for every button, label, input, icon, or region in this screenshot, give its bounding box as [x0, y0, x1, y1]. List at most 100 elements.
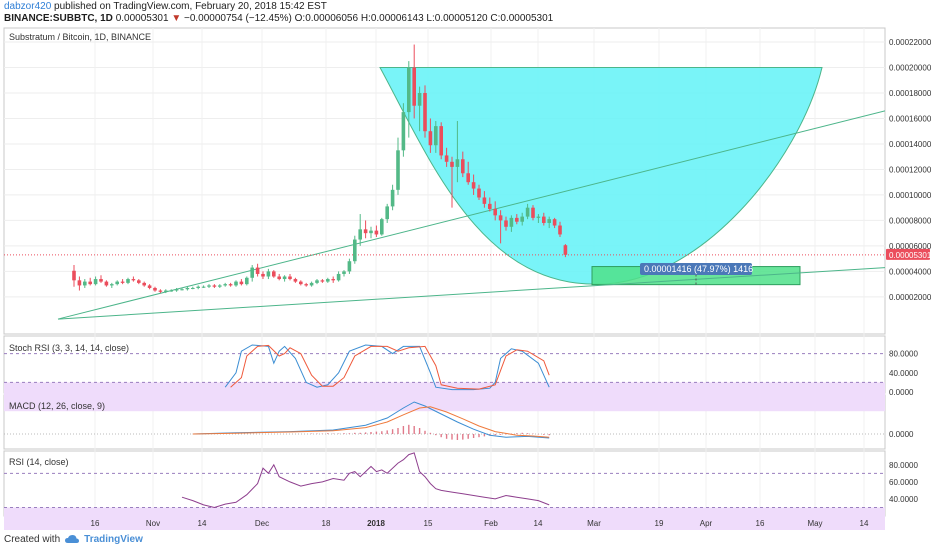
candle: [245, 277, 249, 285]
tradingview-link[interactable]: TradingView: [84, 534, 143, 545]
time-tick-label: Nov: [146, 519, 160, 528]
ohlc-values: O:0.00006056 H:0.00006143 L:0.00005120 C…: [294, 13, 554, 24]
candle: [439, 126, 443, 156]
rsi-series: 80.0000 60.0000 40.0000: [4, 452, 918, 530]
symbol-name: BINANCE:SUBBTC, 1D: [4, 13, 113, 24]
candle: [477, 188, 481, 198]
publish-info: published on TradingView.com, February 2…: [54, 1, 327, 12]
candle: [428, 131, 433, 146]
candle: [83, 281, 87, 286]
last-price-tag-text: 0.00005301: [889, 251, 932, 260]
candle: [223, 284, 227, 286]
indicator-tick-label: 0.0000: [889, 388, 914, 397]
indicator-tick-label: 80.0000: [889, 350, 918, 359]
candle: [353, 239, 357, 262]
price-tick-label: 0.00018000: [889, 89, 932, 98]
candle: [191, 287, 195, 289]
indicator-tick-label: 40.0000: [889, 369, 918, 378]
price-tick-label: 0.00014000: [889, 140, 932, 149]
candle: [407, 67, 411, 113]
candle: [142, 282, 146, 286]
candle: [336, 273, 341, 281]
last-price: 0.00005301: [115, 13, 169, 24]
candle: [423, 92, 427, 132]
candle: [120, 281, 125, 283]
candle: [558, 225, 562, 235]
candle: [444, 155, 449, 162]
time-tick-label: 19: [655, 519, 664, 528]
candle: [542, 216, 546, 223]
time-tick-label: 14: [534, 519, 543, 528]
created-with-label: Created with: [4, 534, 61, 545]
price-axis[interactable]: 0.00022000 0.00020000 0.00018000 0.00016000…: [889, 38, 932, 302]
candle: [482, 197, 487, 204]
time-axis[interactable]: 16 Nov 14 Dec 18 2018 15 Feb 14 Mar 19 Apr 16 May 14: [91, 519, 869, 528]
measure-label-box: [640, 263, 752, 275]
candle: [417, 92, 422, 106]
candle: [320, 280, 325, 282]
candle: [331, 279, 335, 281]
candle: [239, 281, 244, 285]
time-tick-label: Dec: [255, 519, 269, 528]
macd-pane-title: MACD (12, 26, close, 9): [9, 401, 105, 411]
candle: [385, 206, 389, 220]
indicator-tick-label: 60.0000: [889, 478, 918, 487]
tradingview-cloud-icon: [65, 535, 80, 543]
candle: [250, 267, 254, 278]
footer: Created with TradingView: [4, 534, 143, 545]
candle: [115, 281, 119, 285]
candle: [563, 245, 568, 255]
candle: [282, 276, 287, 280]
candle: [147, 285, 152, 288]
time-tick-label: 16: [756, 519, 765, 528]
candle: [261, 273, 265, 277]
candle: [515, 217, 519, 222]
candle: [180, 289, 184, 291]
candle: [88, 281, 92, 285]
macd-tick-label: 0.0000: [889, 430, 914, 439]
measure-label: 0.00001416 (47.97%) 1416: [644, 264, 753, 274]
candle: [434, 126, 438, 146]
candle: [169, 290, 173, 292]
candle: [174, 289, 179, 291]
candle: [255, 267, 260, 274]
author-link[interactable]: dabzor420: [4, 1, 52, 12]
candle: [390, 189, 395, 207]
time-tick-label: May: [807, 519, 822, 528]
rsi-pane-title: RSI (14, close): [9, 457, 69, 467]
candle: [212, 285, 217, 287]
stoch-k-line: [224, 344, 550, 391]
candle: [299, 281, 303, 285]
candle: [525, 207, 530, 217]
candle: [369, 230, 373, 234]
time-tick-label: Apr: [700, 519, 713, 528]
candle: [304, 284, 308, 286]
upper-trendline[interactable]: [57, 110, 885, 320]
chart-canvas[interactable]: 0.00001416 (47.97%) 1416 0.000220000.000…: [0, 0, 932, 530]
candle: [536, 216, 541, 218]
stoch-rsi-series: 80.0000 40.0000 0.0000: [4, 344, 918, 412]
candle: [72, 270, 76, 281]
price-tick-label: 0.00022000: [889, 38, 932, 47]
time-tick-label: Mar: [587, 519, 601, 528]
candle: [266, 271, 271, 277]
indicator-tick-label: 40.0000: [889, 495, 918, 504]
macd-line: [192, 401, 550, 439]
symbol-line: BINANCE:SUBBTC, 1D 0.00005301 ▼ −0.00000…: [4, 13, 553, 24]
candle: [466, 173, 470, 183]
time-tick-label: 18: [322, 519, 331, 528]
down-arrow-icon: ▼: [171, 13, 182, 24]
lower-support-line[interactable]: [57, 267, 885, 320]
time-tick-label: 16: [91, 519, 100, 528]
candle: [450, 161, 454, 167]
candle: [374, 230, 379, 235]
price-tick-label: 0.00004000: [889, 267, 932, 276]
candle: [347, 261, 352, 272]
stoch-pane-title: Stoch RSI (3, 3, 14, 14, close): [9, 343, 129, 353]
price-tick-label: 0.00002000: [889, 293, 932, 302]
signal-line: [192, 406, 550, 438]
candle: [234, 281, 238, 286]
candle: [471, 182, 476, 189]
price-tick-label: 0.00008000: [889, 216, 932, 225]
candles: [72, 44, 568, 294]
